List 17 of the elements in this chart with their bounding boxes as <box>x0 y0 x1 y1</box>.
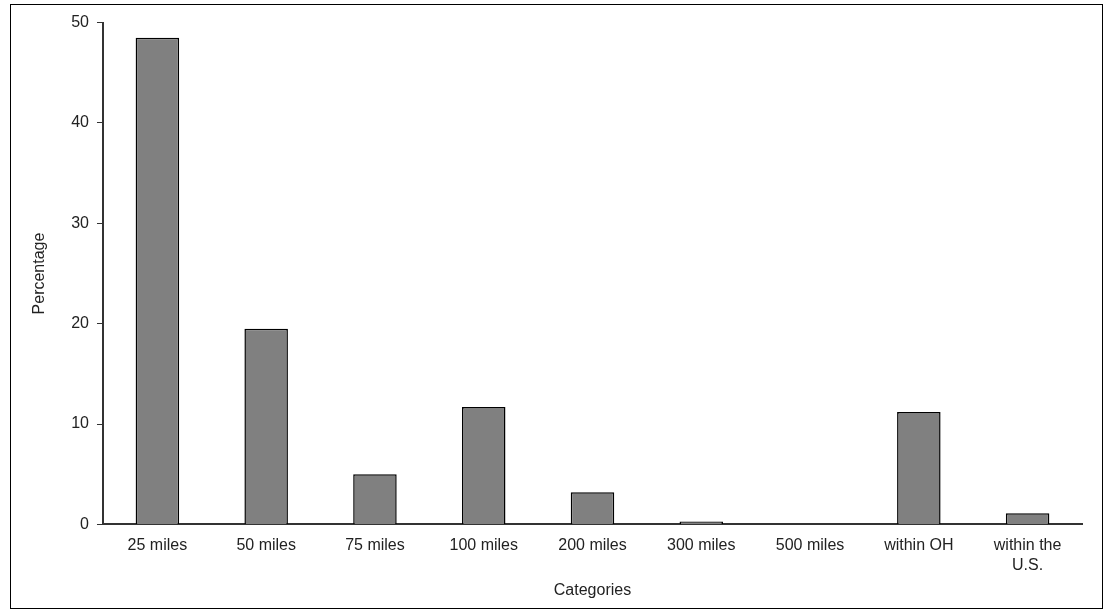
x-tick-label: 25 miles <box>127 536 188 554</box>
y-tick-label: 10 <box>71 414 90 432</box>
x-axis-title: Categories <box>553 580 632 598</box>
x-tick-label: 100 miles <box>449 536 518 554</box>
x-tick-label: within OH <box>883 536 954 554</box>
x-tick-label: 75 miles <box>345 536 405 554</box>
y-axis-title: Percentage <box>30 232 48 315</box>
x-tick-label: within the U.S. <box>992 536 1062 573</box>
y-tick-label: 40 <box>71 113 90 131</box>
x-tick-label: 500 miles <box>775 536 845 554</box>
y-tick-label: 30 <box>71 213 90 231</box>
y-tick-label: 0 <box>80 514 90 532</box>
x-tick-label: 300 miles <box>667 536 736 554</box>
x-tick-label: 200 miles <box>558 536 627 554</box>
y-tick-label: 50 <box>71 13 90 31</box>
y-tick-label: 20 <box>71 314 90 332</box>
x-tick-label: 50 miles <box>236 536 296 554</box>
